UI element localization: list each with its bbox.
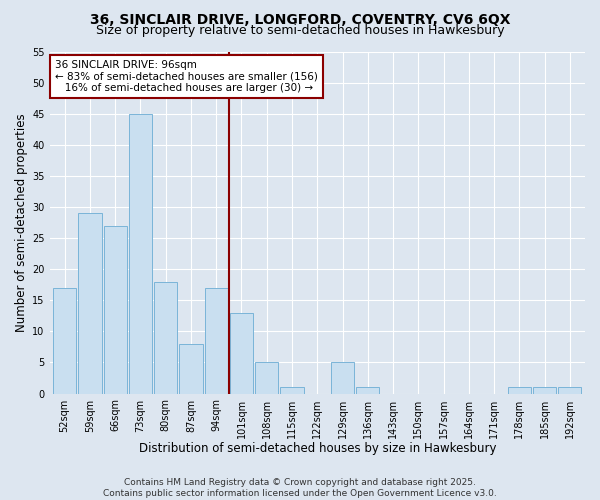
Bar [356, 388, 379, 394]
Text: 36 SINCLAIR DRIVE: 96sqm
← 83% of semi-detached houses are smaller (156)
   16% : 36 SINCLAIR DRIVE: 96sqm ← 83% of semi-d… [55, 60, 318, 94]
Bar [104, 226, 127, 394]
Bar [230, 312, 253, 394]
Bar [255, 362, 278, 394]
Bar [331, 362, 354, 394]
Bar [53, 288, 76, 394]
Bar [533, 388, 556, 394]
Bar [79, 213, 101, 394]
Bar [154, 282, 178, 394]
Bar [280, 388, 304, 394]
Bar [558, 388, 581, 394]
Bar [179, 344, 203, 394]
Text: Contains HM Land Registry data © Crown copyright and database right 2025.
Contai: Contains HM Land Registry data © Crown c… [103, 478, 497, 498]
Y-axis label: Number of semi-detached properties: Number of semi-detached properties [15, 113, 28, 332]
Bar [129, 114, 152, 394]
Bar [205, 288, 228, 394]
Text: Size of property relative to semi-detached houses in Hawkesbury: Size of property relative to semi-detach… [95, 24, 505, 37]
X-axis label: Distribution of semi-detached houses by size in Hawkesbury: Distribution of semi-detached houses by … [139, 442, 496, 455]
Text: 36, SINCLAIR DRIVE, LONGFORD, COVENTRY, CV6 6QX: 36, SINCLAIR DRIVE, LONGFORD, COVENTRY, … [90, 12, 510, 26]
Bar [508, 388, 531, 394]
